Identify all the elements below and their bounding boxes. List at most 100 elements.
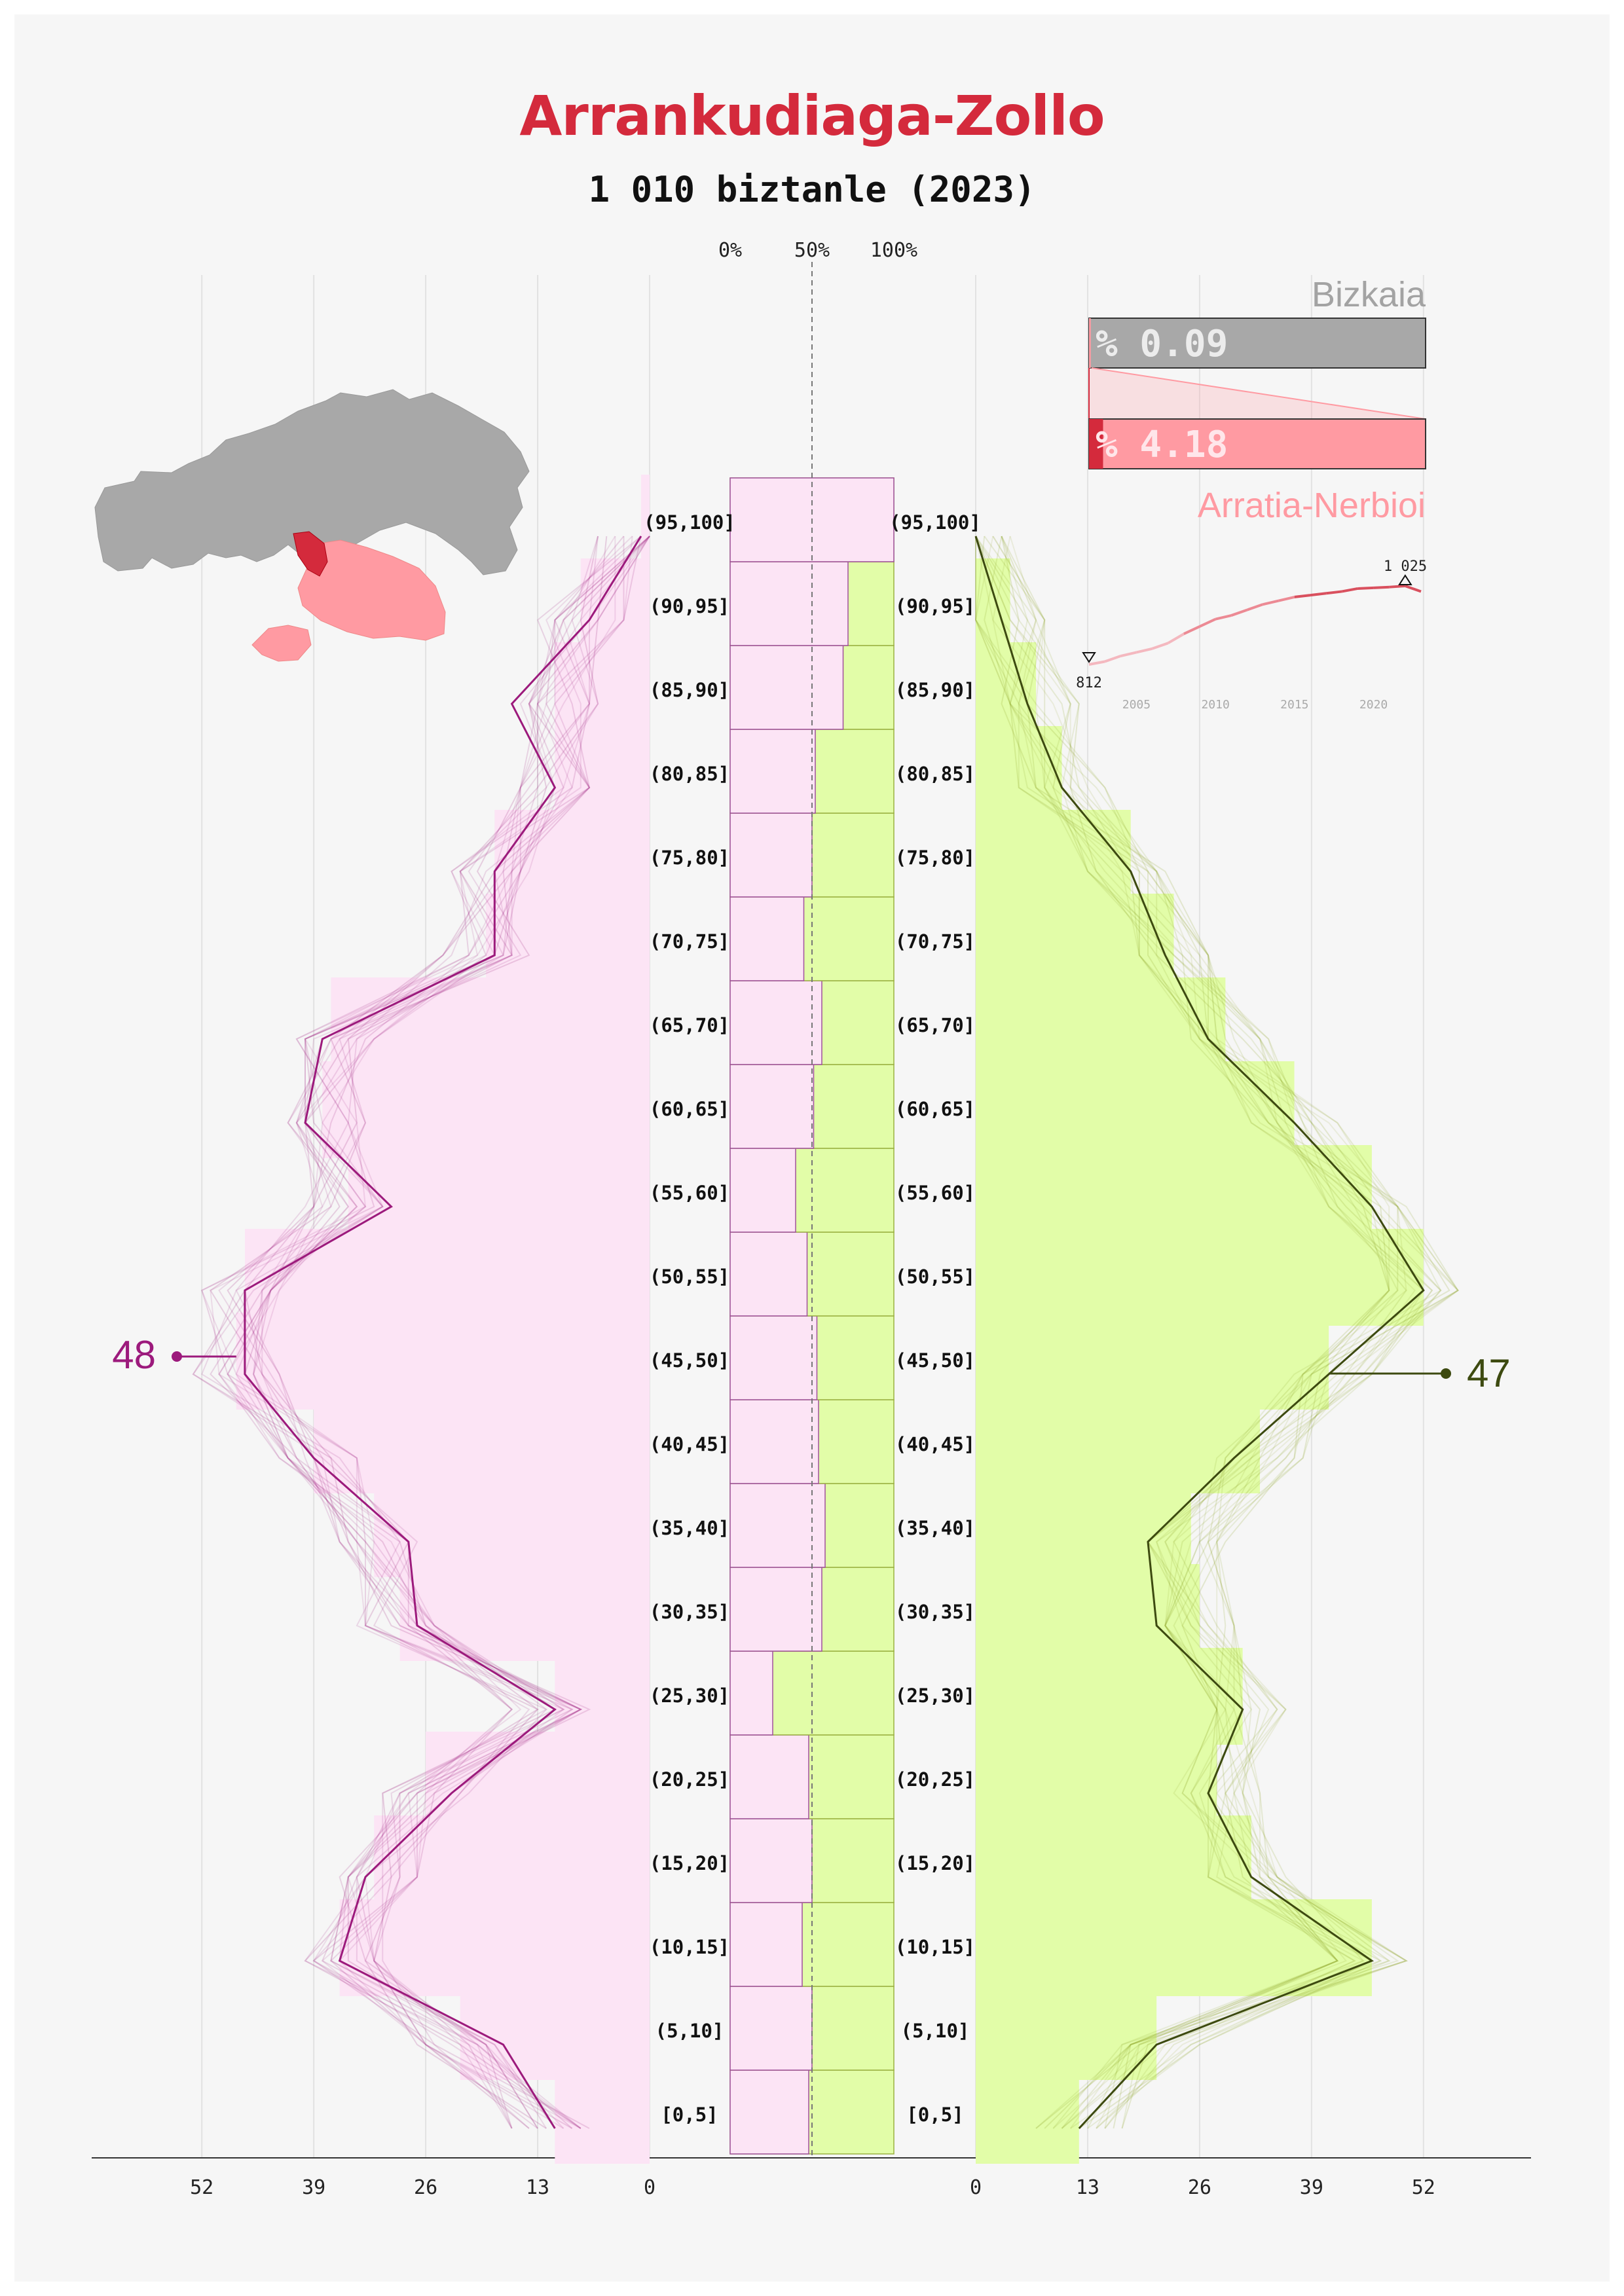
share-connector-diag [1091,367,1426,420]
trend-min-marker [1082,652,1096,663]
male-history-line [975,536,1442,2129]
male-callout-dot [1441,1368,1451,1379]
female-history-line [192,536,650,2129]
age-label-left: (50,55] [650,1266,729,1288]
female-bar [331,977,650,1074]
share-cell-female [729,1483,826,1568]
male-bar [976,1229,1424,1326]
x-tick-label-right: 26 [1188,2176,1211,2199]
share-cell-female [729,1650,773,1736]
chart-subtitle: 1 010 biztanle (2023) [588,169,1036,210]
share-cell-female [729,896,805,981]
age-label-left: (15,20] [650,1852,729,1874]
age-label-left: (5,10] [655,2020,724,2042]
male-bar [976,2067,1079,2164]
male-bar [976,726,1062,823]
male-bar [976,1815,1251,1912]
female-history-line [261,536,633,2129]
trend-line-segment [1405,585,1422,593]
trend-x-tick: 2005 [1122,698,1151,712]
share-panel: Bizkaia % 0.09 % 4.18 Arratia-Nerbioi [1088,275,1426,525]
age-label-right: (10,15] [895,1936,975,1958]
female-history-line [192,536,650,2129]
share-cell-female [729,1231,808,1317]
male-bar [976,1983,1157,2080]
trend-max-label: 1 025 [1384,558,1427,575]
male-current-line [974,536,1425,2130]
share-cell-female [729,980,822,1065]
trend-line-segment [1357,586,1374,590]
share-cell-female [729,1148,796,1233]
province-share-label: % 0.09 [1096,323,1228,365]
female-history-line [200,536,650,2129]
male-bar [976,1564,1200,1661]
female-bar [426,1732,650,1829]
age-label-left: (65,70] [650,1014,729,1036]
age-label-right: (65,70] [895,1014,975,1036]
share-cell-female [729,1567,822,1652]
x-tick-label-right: 0 [970,2176,982,2199]
age-label-left: (80,85] [650,763,729,785]
age-label-left: (30,35] [650,1601,729,1623]
male-bar [976,977,1226,1074]
x-tick-label-right: 52 [1412,2176,1435,2199]
trend-line-segment [1104,655,1121,663]
trend-line-segment [1230,608,1248,617]
male-history-line [1001,536,1442,2129]
share-cell-female [729,645,844,730]
x-tick-label-left: 52 [190,2176,213,2199]
trend-line-segment [1088,660,1105,666]
female-bar [580,558,650,655]
age-label-right: (85,90] [895,679,975,701]
age-label-right: [0,5] [906,2104,963,2126]
share-cell-female [729,1818,813,1903]
share-axis-tick: 100% [870,239,917,262]
trend-min-label: 812 [1076,675,1102,691]
x-tick-label-right: 13 [1076,2176,1099,2199]
age-label-left: (45,50] [650,1349,729,1372]
male-max-callout: 47 [1467,1351,1511,1395]
share-cell-female [729,2069,809,2155]
female-history-line [253,536,599,2129]
male-bar [976,1732,1217,1829]
male-bar [976,810,1131,907]
age-label-left: (90,95] [650,595,729,617]
female-history-line [253,536,625,2129]
male-bar [976,1899,1372,1996]
trend-line-segment [1183,625,1200,636]
male-bar [976,642,1037,739]
age-label-right: (40,45] [895,1433,975,1455]
female-bar [339,1899,650,1996]
male-bar [976,1648,1243,1745]
labels-layer: 52 39 26 13 0 0 13 26 39 52 [0,5] [0,5] (5,10] (5,10]… [190,239,1435,2199]
share-cell-female [729,561,849,646]
x-tick-label-left: 26 [414,2176,437,2199]
trend-line-segment [1120,651,1137,657]
female-bar [555,642,650,739]
male-history-line [992,536,1459,2129]
age-label-right: (5,10] [901,2020,970,2042]
male-history-line [992,536,1425,2129]
share-cell-female [729,1399,819,1484]
female-history-line [227,536,650,2129]
municipality-map-shape [293,531,328,577]
trend-line-segment [1246,603,1264,611]
male-bar [976,558,1010,655]
share-cell-female [729,1986,813,2071]
trend-x-tick: 2015 [1280,698,1308,712]
female-history-line [210,536,642,2129]
region-share-fill [1089,419,1103,469]
age-label-left: (20,25] [650,1768,729,1791]
trend-line-segment [1373,585,1390,589]
age-label-right: (50,55] [895,1266,975,1288]
male-bar [976,894,1174,991]
female-history-line [235,536,642,2129]
age-label-right: (75,80] [895,847,975,869]
male-history-line [1001,536,1433,2129]
female-history-line [227,536,616,2129]
female-bar [486,894,650,991]
age-label-left: (35,40] [650,1517,729,1539]
female-current-line [244,536,642,2129]
male-bar [976,1145,1372,1242]
